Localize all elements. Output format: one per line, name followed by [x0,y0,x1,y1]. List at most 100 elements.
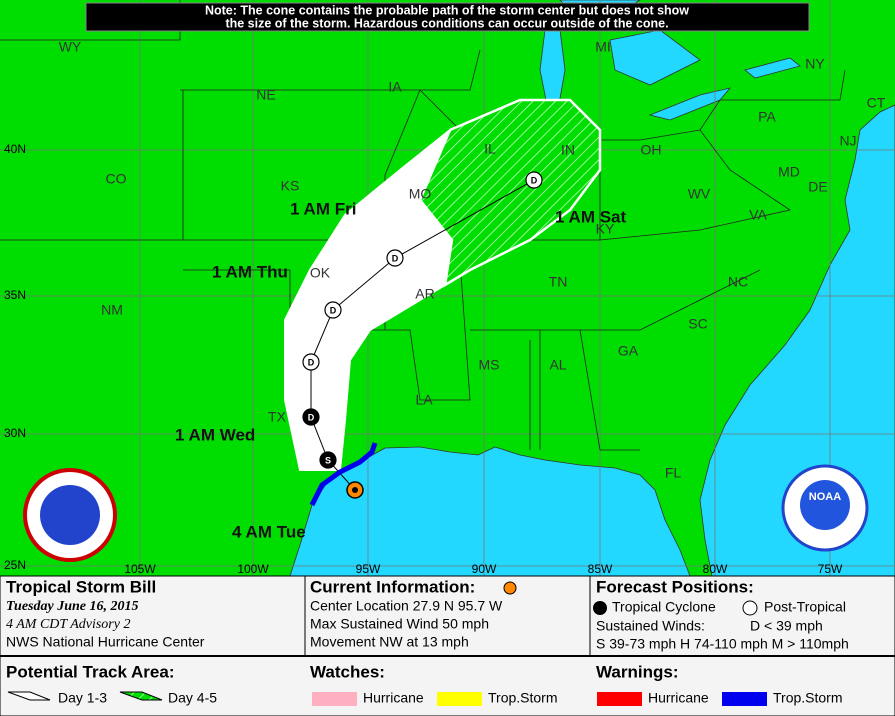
panel-text: S 39-73 mph H 74-110 mph M > 110mph [596,636,849,652]
forecast-point [324,301,342,319]
note-line: the size of the storm. Hazardous conditi… [225,16,668,30]
nws-logo-inner [40,485,100,545]
state-label: SC [688,316,707,332]
forecast-point [319,451,337,469]
state-label: IA [388,79,402,95]
state-label: OK [310,265,331,281]
state-label: TN [549,274,568,290]
state-label: KS [281,178,300,194]
note-box [85,2,810,32]
panel-text: Potential Track Area: [6,662,175,681]
longitude-label: 85W [588,562,613,576]
panel-text: Tropical Cyclone [612,599,716,615]
time-label: 1 AM Thu [212,262,288,281]
tropical-symbol [593,601,607,615]
longitude-label: 95W [356,562,381,576]
longitude-label: 100W [237,562,269,576]
state-label: MI [595,39,611,55]
state-label: FL [665,465,682,481]
state-label: AL [549,357,566,373]
forecast-point-letter: D [392,253,399,263]
state-label: PA [758,109,776,125]
panel-text: D < 39 mph [750,618,823,634]
state-label: NE [256,87,275,103]
latitude-label: 40N [4,142,26,156]
panel-text: NWS National Hurricane Center [6,634,205,650]
panel-text: Hurricane [363,690,424,706]
day45-swatch [119,691,163,701]
state-label: DE [808,179,827,195]
state-label: VA [749,207,767,223]
longitude-label: 90W [472,562,497,576]
hurricane-watch-swatch [312,692,357,706]
longitude-label: 80W [703,562,728,576]
forecast-point-letter: D [308,357,315,367]
longitude-label: 75W [818,562,843,576]
time-label: 1 AM Wed [175,425,255,444]
forecast-point [525,171,543,189]
forecast-point-letter: D [308,412,315,422]
panel-text: Day 1-3 [58,690,107,706]
panel-text: Day 4-5 [168,690,217,706]
noaa-logo-inner [800,480,850,530]
lake-huron [609,29,701,86]
forecast-point [302,353,320,371]
panel-text: Hurricane [648,690,709,706]
cone-day-4-5 [418,98,602,288]
forecast-point-letter: D [330,305,337,315]
current-position-center [352,487,358,493]
lake-ontario [744,57,801,79]
tropical-storm-warning [309,442,378,507]
storm-watch-swatch [437,692,482,706]
forecast-point-letter: D [531,175,538,185]
panel-text: Trop.Storm [488,690,558,706]
state-label: LA [415,392,433,408]
state-label: MD [778,164,800,180]
panel-text: Post-Tropical [764,599,846,615]
note-line: Note: The cone contains the probable pat… [205,3,689,17]
forecast-point [302,408,320,426]
panel-text: Max Sustained Wind 50 mph [310,616,489,632]
time-label: 4 AM Tue [232,522,306,541]
state-label: NJ [839,133,856,149]
panel-text: Center Location 27.9 N 95.7 W [310,598,503,614]
panel-text: Tropical Storm Bill [6,577,156,596]
latitude-label: 25N [4,558,26,572]
state-label: NM [101,302,123,318]
state-label: NC [728,274,748,290]
latitude-label: 35N [4,288,26,302]
state-label: MS [479,357,500,373]
lake-erie [648,87,732,121]
longitude-label: 105W [124,562,156,576]
panel-text: Current Information: [310,577,475,596]
panel-text: Tuesday June 16, 2015 [6,599,138,614]
current-symbol [503,581,517,595]
panel-text: 4 AM CDT Advisory 2 [6,617,130,632]
state-label: GA [618,343,639,359]
panel-text: Sustained Winds: [596,618,705,634]
day13-swatch [7,691,51,701]
panel-text: Forecast Positions: [596,577,754,596]
post-tropical-symbol [742,600,758,616]
storm-warning-swatch [722,692,767,706]
state-label: OH [641,142,662,158]
state-label: IN [561,142,575,158]
panel-text: Warnings: [596,662,678,681]
state-label: CT [867,95,886,111]
hurricane-warning-swatch [597,692,642,706]
panel-text: Movement NW at 13 mph [310,634,469,650]
state-label: WV [688,186,711,202]
noaa-logo-text: NOAA [809,491,841,503]
state-label: CO [106,171,127,187]
state-label: TX [268,409,287,425]
forecast-point [386,249,404,267]
state-label: WY [59,39,82,55]
state-label: MO [409,186,432,202]
state-label: NY [805,56,825,72]
time-label: 1 AM Fri [290,199,356,218]
state-label: KY [596,221,615,237]
state-label: AR [415,286,434,302]
state-label: IL [484,141,496,157]
time-label: 1 AM Sat [555,207,627,226]
